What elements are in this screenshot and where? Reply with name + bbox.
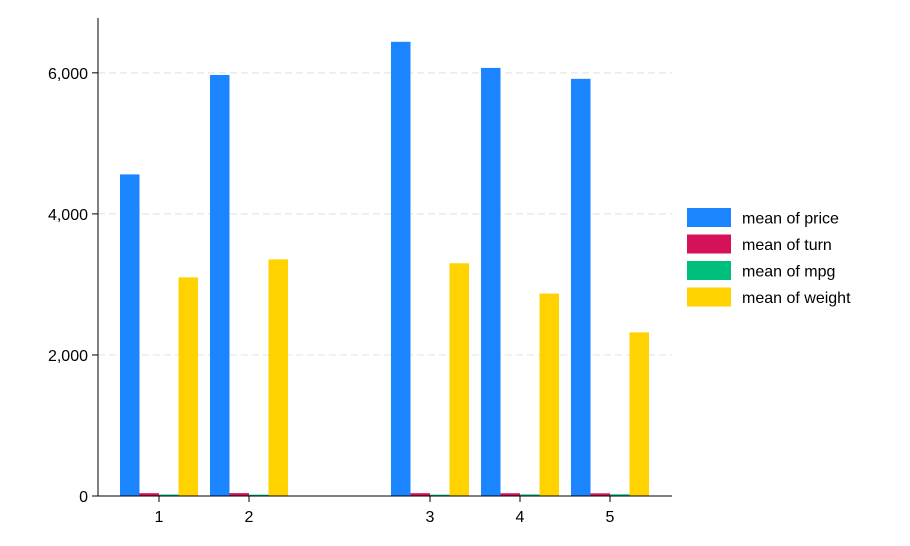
x-tick-label: 2 xyxy=(245,509,254,526)
y-ticks: 0 2,000 4,000 6,000 xyxy=(48,66,98,506)
bar-mean-of-mpg-1 xyxy=(159,494,179,496)
bar-mean-of-turn-4 xyxy=(500,493,520,496)
bar-mean-of-mpg-2 xyxy=(249,494,269,496)
bars xyxy=(120,41,649,497)
bar-mean-of-turn-2 xyxy=(229,493,249,496)
legend-label: mean of weight xyxy=(742,290,851,307)
bar-mean-of-weight-5 xyxy=(629,332,649,496)
bar-mean-of-weight-1 xyxy=(178,277,198,496)
bar-mean-of-weight-3 xyxy=(449,263,469,496)
x-tick-label: 1 xyxy=(155,509,164,526)
bar-mean-of-weight-4 xyxy=(539,293,559,496)
y-tick-label: 0 xyxy=(79,489,88,506)
legend: mean of price mean of turn mean of mpg mean… xyxy=(687,208,851,307)
bar-mean-of-price-2 xyxy=(210,74,230,497)
bar-mean-of-turn-5 xyxy=(590,493,610,496)
x-tick-label: 3 xyxy=(426,509,435,526)
y-tick-label: 2,000 xyxy=(48,348,88,365)
bar-mean-of-price-3 xyxy=(391,41,411,497)
legend-swatch xyxy=(687,234,731,254)
legend-label: mean of price xyxy=(742,211,839,228)
bar-mean-of-mpg-4 xyxy=(520,494,540,496)
bar-mean-of-turn-3 xyxy=(410,493,430,496)
legend-label: mean of turn xyxy=(742,237,832,254)
bar-mean-of-mpg-3 xyxy=(430,494,450,496)
x-ticks: 1 2 3 4 5 xyxy=(155,496,615,526)
y-tick-label: 6,000 xyxy=(48,66,88,83)
bar-mean-of-price-4 xyxy=(481,67,501,496)
bar-mean-of-price-5 xyxy=(571,78,591,496)
x-tick-label: 5 xyxy=(606,509,615,526)
legend-swatch xyxy=(687,287,731,307)
y-tick-label: 4,000 xyxy=(48,207,88,224)
bar-mean-of-turn-1 xyxy=(139,493,159,496)
legend-label: mean of mpg xyxy=(742,264,835,281)
x-tick-label: 4 xyxy=(516,509,525,526)
axes xyxy=(97,18,672,497)
bar-mean-of-price-1 xyxy=(120,174,140,496)
legend-swatch xyxy=(687,208,731,227)
legend-swatch xyxy=(687,261,731,280)
bar-mean-of-weight-2 xyxy=(268,259,288,496)
bar-mean-of-mpg-5 xyxy=(610,494,630,496)
